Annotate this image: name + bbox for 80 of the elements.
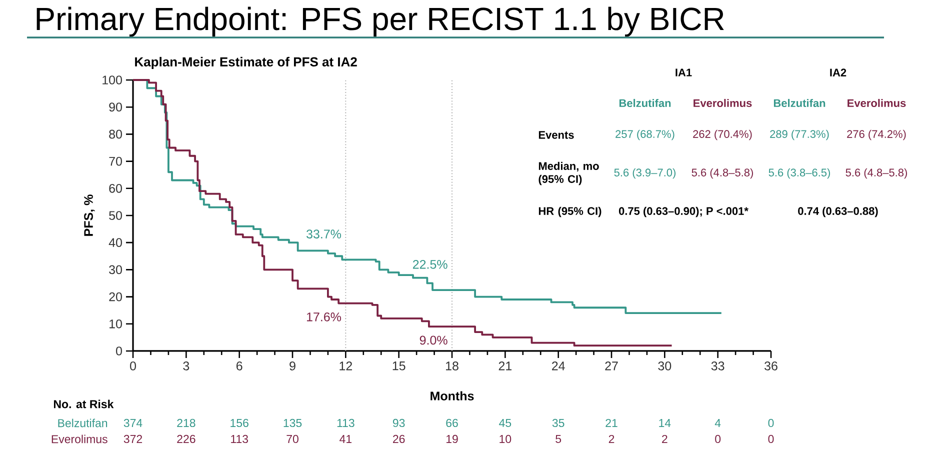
text: 19 xyxy=(446,434,458,444)
text: 21 xyxy=(606,418,618,427)
x-tick-label: 24 xyxy=(552,362,565,370)
text: 113 xyxy=(231,434,248,444)
x-tick-label: 6 xyxy=(236,362,242,370)
x-tick-label: 33 xyxy=(711,362,724,370)
text: 374 xyxy=(124,418,142,428)
x-tick-label: 18 xyxy=(446,362,458,370)
annotation: 5.6 (3.8–6.5) xyxy=(768,168,830,179)
text: IA2 xyxy=(830,68,846,76)
text: 5 xyxy=(556,434,562,443)
y-tick-label: 20 xyxy=(109,292,122,302)
y-tick-label: 70 xyxy=(109,156,122,166)
annotation: Belzutifan xyxy=(619,98,671,108)
x-tick-label: 27 xyxy=(605,362,618,370)
y-tick-label: 80 xyxy=(109,130,122,139)
annotation: Median, mo (95% CI) xyxy=(538,162,599,186)
x-tick-label: 15 xyxy=(392,362,406,370)
text: 45 xyxy=(499,418,512,427)
text: 0 xyxy=(715,434,721,444)
y-tick-label: 0 xyxy=(116,346,122,356)
x-tick-label: 12 xyxy=(340,362,352,370)
text: 4 xyxy=(714,419,721,427)
data-label: 33.7% xyxy=(306,230,342,238)
x-tick-label: 9 xyxy=(290,362,296,370)
y-tick-label: 100 xyxy=(102,76,122,84)
y-tick-label: 90 xyxy=(109,102,122,112)
data-label: 9.0% xyxy=(420,336,448,345)
annotation: 0.75 (0.63–0.90); P <.001* xyxy=(618,206,748,218)
text: Everolimus xyxy=(848,98,906,108)
text: 41 xyxy=(340,435,352,443)
text: 93 xyxy=(392,418,405,428)
text: 0 xyxy=(768,434,774,444)
x-axis-title: Months xyxy=(430,391,474,400)
y-axis-title: PFS, % xyxy=(84,194,95,236)
text: No. at Risk xyxy=(54,400,114,408)
text: IA1 xyxy=(676,68,692,76)
y-tick-label: 10 xyxy=(110,319,122,328)
annotation: 5.6 (4.8–5.8) xyxy=(692,168,753,179)
y-tick-label: 50 xyxy=(109,211,122,220)
text: 372 xyxy=(124,434,142,444)
text: 0 xyxy=(768,418,774,428)
y-tick-label: 60 xyxy=(109,184,122,193)
text: 135 xyxy=(284,418,302,428)
text: 14 xyxy=(659,419,671,427)
text: 35 xyxy=(552,418,564,428)
x-tick-label: 30 xyxy=(658,362,672,370)
x-tick-label: 3 xyxy=(183,362,190,370)
y-tick-label: 30 xyxy=(109,265,122,274)
text: 26 xyxy=(393,434,405,444)
annotation: Everolimus xyxy=(694,98,752,108)
y-tick-label: 40 xyxy=(108,238,122,248)
text: 113 xyxy=(337,418,354,428)
text: 0.74 (0.63–0.88) xyxy=(798,206,878,218)
chart-subtitle: Kaplan-Meier Estimate of PFS at IA2 xyxy=(135,56,357,70)
annotation: 262 (70.4%) xyxy=(693,130,752,140)
annotation: HR (95% CI) xyxy=(538,206,602,218)
text: 2 xyxy=(662,434,668,443)
text: 156 xyxy=(230,418,248,428)
text: Everolimus xyxy=(52,434,108,444)
text: 70 xyxy=(286,434,298,444)
text: Belzutifan xyxy=(58,418,108,428)
text: 66 xyxy=(446,418,458,428)
data-label: 22.5% xyxy=(412,260,448,269)
text: 10 xyxy=(500,434,512,444)
text: 218 xyxy=(177,418,196,428)
data-label: 17.6% xyxy=(306,312,342,322)
chart-title: Primary Endpoint: PFS per RECIST 1.1 by BICR xyxy=(36,6,724,37)
text: 2 xyxy=(608,434,614,443)
annotation: 5.6 (3.9–7.0) xyxy=(614,168,676,179)
text: 5.6 (4.8–5.8) xyxy=(846,168,907,179)
x-tick-label: 21 xyxy=(498,362,512,370)
annotation: 257 (68.7%) xyxy=(616,130,674,140)
x-tick-label: 36 xyxy=(764,362,778,370)
x-tick-label: 0 xyxy=(130,362,136,370)
text: 276 (74.2%) xyxy=(847,130,906,140)
text: Belzutifan xyxy=(774,98,826,108)
annotation: Events xyxy=(538,131,574,139)
text: 226 xyxy=(177,434,196,444)
annotation: 289 (77.3%) xyxy=(770,130,829,140)
